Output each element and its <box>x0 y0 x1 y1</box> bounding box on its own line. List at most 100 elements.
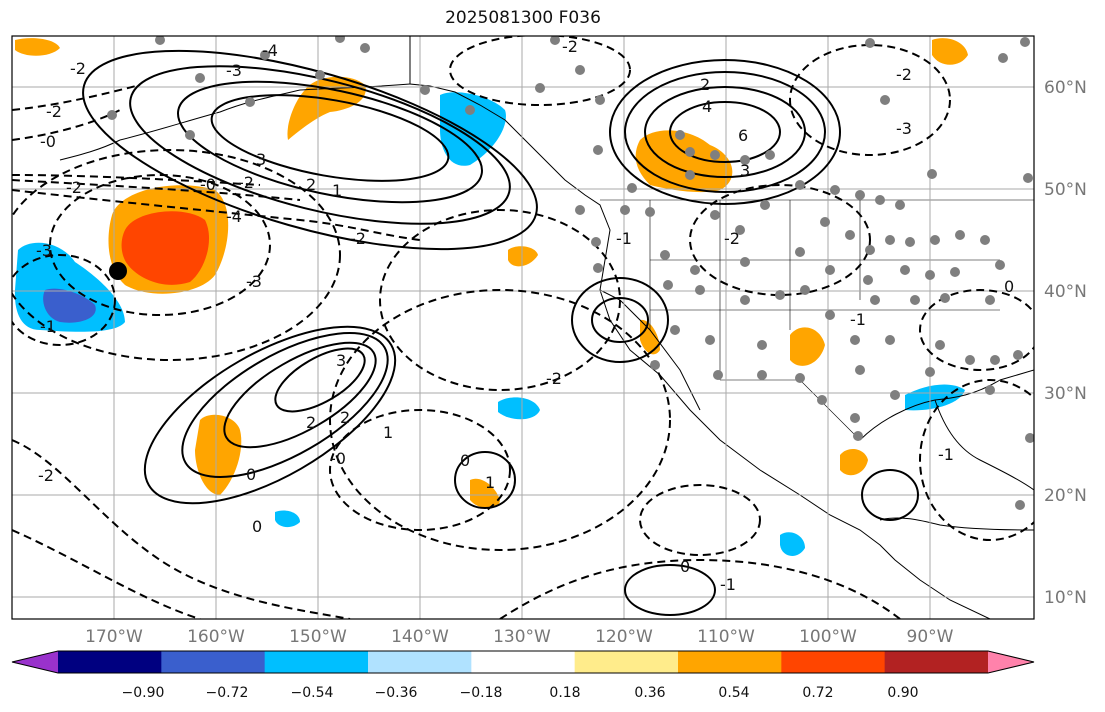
warm-anomaly-texas <box>790 327 825 366</box>
colorbar-extend-max <box>988 651 1034 673</box>
contour-label: -0 <box>330 449 346 468</box>
colorbar-tick-label: −0.90 <box>122 685 165 701</box>
lon-label: 130°W <box>493 627 551 647</box>
contour-label: 0 <box>246 465 256 484</box>
warm-anomaly-mexico <box>840 448 868 476</box>
colorbar <box>11 650 1035 674</box>
contour-label: 0 <box>252 517 262 536</box>
colorbar-segment <box>264 651 369 673</box>
contour-label: -2 <box>66 178 82 197</box>
warm-anomaly-canada-east <box>932 38 968 65</box>
positive-contours <box>82 49 919 616</box>
colorbar-tick-label: −0.72 <box>206 685 249 701</box>
contour-label: -2 <box>350 229 366 248</box>
lat-label: 30°N <box>1044 384 1087 404</box>
cold-anomaly-west <box>14 242 126 332</box>
contour-labels: -4 -3 -2 -2 -0 -2 3 2 1 -0 -2 -4 -3 -3 -… <box>36 37 1014 594</box>
contour-label: 3 <box>336 351 346 370</box>
colorbar-segment <box>678 651 782 673</box>
contour-label: -3 <box>896 119 912 138</box>
contour-label: 1 <box>332 181 342 200</box>
contour-label: 3 <box>256 150 266 169</box>
colorbar-segment <box>781 651 886 673</box>
contour-label: -3 <box>246 272 262 291</box>
warm-anomaly-arctic <box>15 38 60 56</box>
colorbar-tick-label: −0.54 <box>291 685 334 701</box>
contour-label: -1 <box>850 310 866 329</box>
colorbar-segment <box>574 651 679 673</box>
lat-label: 20°N <box>1044 486 1087 506</box>
contour-label: 0 <box>1004 277 1014 296</box>
contour-label: 2 <box>306 413 316 432</box>
lon-label: 140°W <box>391 627 449 647</box>
cold-anomaly-hawaii <box>275 510 300 528</box>
lon-label: 100°W <box>799 627 857 647</box>
lat-label: 10°N <box>1044 588 1087 608</box>
warm-anomaly-eastpac <box>470 478 500 509</box>
contour-label: 2 <box>340 408 350 427</box>
contour-label: -2 <box>562 37 578 56</box>
contour-label: -2 <box>724 229 740 248</box>
contour-label: 0 <box>680 557 690 576</box>
contour-label: 3 <box>740 161 750 180</box>
contour-label: -3 <box>36 241 52 260</box>
colorbar-tick-label: 0.36 <box>634 685 665 701</box>
colorbar-labels: −0.90 −0.72 −0.54 −0.36 −0.18 0.18 0.36 … <box>122 685 919 701</box>
contour-label: 1 <box>383 423 393 442</box>
lat-label: 50°N <box>1044 180 1087 200</box>
colorbar-segment <box>161 651 266 673</box>
colorbar-segment <box>471 651 576 673</box>
map-title: 2025081300 F036 <box>445 8 601 28</box>
contour-label: -3 <box>226 61 242 80</box>
contour-label: -1 <box>720 575 736 594</box>
contour-label: -2 <box>46 102 62 121</box>
contour-label: -0 <box>40 132 56 151</box>
contour-label: -1 <box>938 445 954 464</box>
longitude-labels: 170°W 160°W 150°W 140°W 130°W 120°W 110°… <box>85 627 954 647</box>
contour-label: 4 <box>702 97 712 116</box>
borders <box>600 199 1034 441</box>
strong-warm-anomaly-west <box>121 211 210 285</box>
contour-label: 6 <box>738 126 748 145</box>
strong-cold-anomaly-west <box>43 288 96 323</box>
contour-label: 2 <box>700 75 710 94</box>
negative-contours <box>12 36 1034 619</box>
cold-anomaly-eastpac <box>498 397 540 420</box>
plot-frame <box>11 35 1035 620</box>
contour-label: 0 <box>460 451 470 470</box>
colorbar-tick-label: −0.36 <box>375 685 418 701</box>
contour-label: -4 <box>262 41 278 60</box>
colorbar-segment <box>58 651 162 673</box>
contour-label: 2 <box>306 175 316 194</box>
contour-label: -2 <box>38 466 54 485</box>
lon-label: 110°W <box>697 627 755 647</box>
cold-anomaly-caribbean <box>780 532 805 556</box>
lon-label: 90°W <box>907 627 954 647</box>
lat-label: 60°N <box>1044 78 1087 98</box>
colorbar-segment <box>368 651 472 673</box>
contour-label: -2 <box>896 65 912 84</box>
colorbar-tick-label: 0.90 <box>887 685 918 701</box>
lon-label: 150°W <box>289 627 347 647</box>
contour-label: 1 <box>485 473 495 492</box>
colorbar-tick-label: 0.72 <box>802 685 833 701</box>
colorbar-tick-label: 0.54 <box>718 685 749 701</box>
contour-label: -1 <box>616 229 632 248</box>
contour-label: -2 <box>70 59 86 78</box>
contour-label: -4 <box>226 207 242 226</box>
warm-anomaly-pacific-small <box>508 246 538 267</box>
lon-label: 170°W <box>85 627 143 647</box>
latitude-labels: 60°N 50°N 40°N 30°N 20°N 10°N <box>1044 78 1087 608</box>
lon-label: 160°W <box>187 627 245 647</box>
colorbar-tick-label: 0.18 <box>549 685 580 701</box>
contour-label: -2 <box>546 369 562 388</box>
lat-label: 40°N <box>1044 282 1087 302</box>
colorbar-tick-label: −0.18 <box>460 685 503 701</box>
colorbar-segment <box>884 651 989 673</box>
contour-label: -0 <box>200 175 216 194</box>
lon-label: 120°W <box>595 627 653 647</box>
grid-lines <box>12 36 1034 619</box>
highlight-point <box>109 262 127 280</box>
plot-area <box>12 36 1034 619</box>
